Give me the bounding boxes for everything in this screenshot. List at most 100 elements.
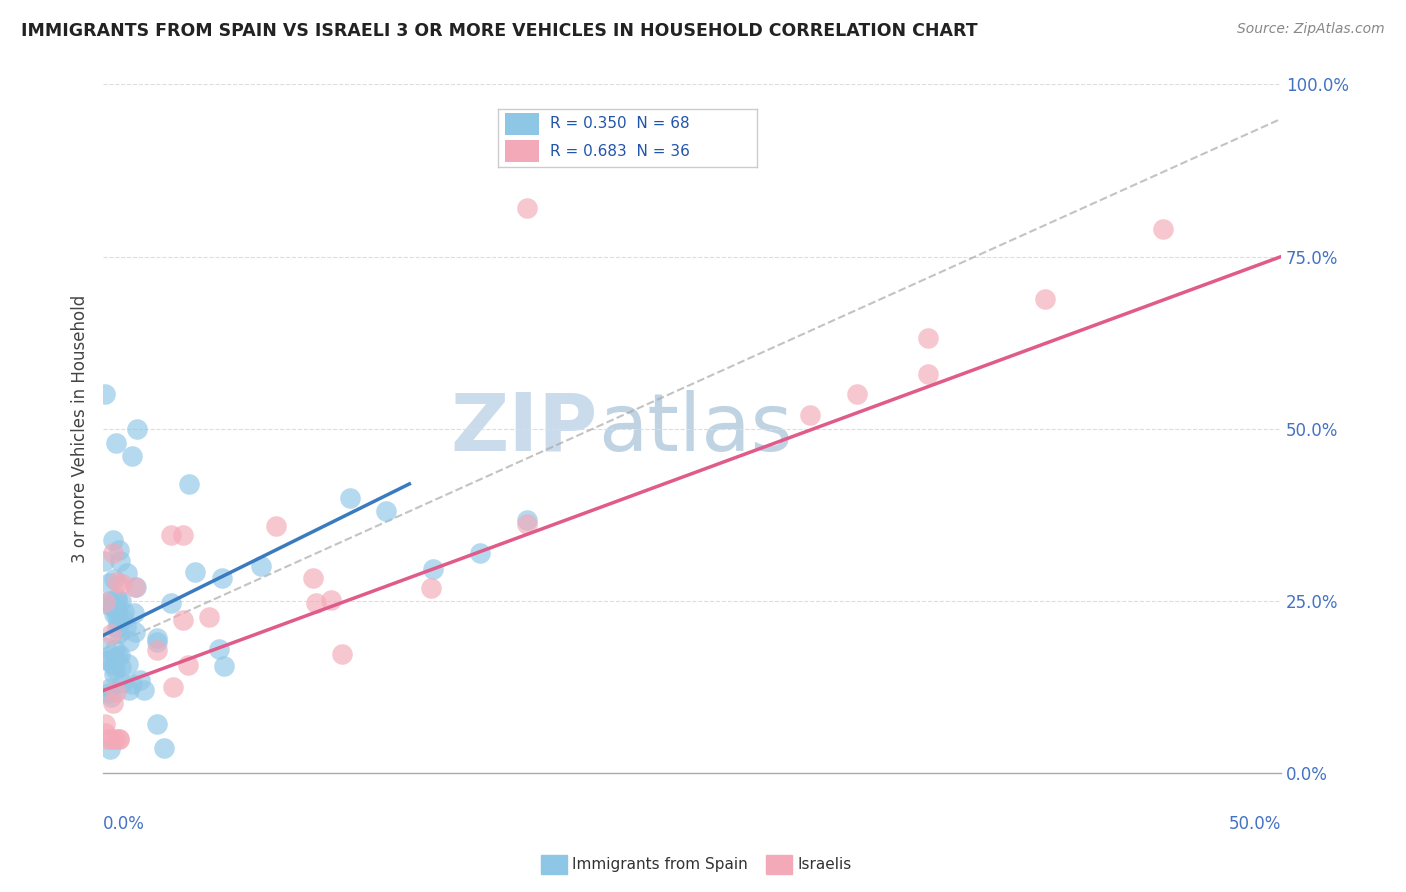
Point [420,582,443,596]
Point [516,202,538,216]
Point [94,387,117,401]
Point [105,685,128,699]
Point [107,648,129,663]
Point [172,613,194,627]
Point [103,572,125,586]
Point [468,545,491,559]
Text: Immigrants from Spain: Immigrants from Spain [572,857,748,871]
Point [104,662,127,676]
Point [105,602,128,616]
Point [98,681,121,695]
Point [422,561,444,575]
Point [108,648,131,663]
Point [100,599,122,613]
Point [1152,222,1174,236]
Point [115,620,138,634]
Point [117,657,139,671]
Text: 50.0%: 50.0% [1229,814,1281,832]
Point [105,435,128,450]
Point [162,680,184,694]
Point [121,677,143,691]
Point [172,528,194,542]
Point [122,606,145,620]
Point [97,594,120,608]
Point [124,624,146,639]
Point [103,607,125,621]
Point [108,543,131,558]
Point [93,653,115,667]
Point [264,519,287,533]
Point [177,657,200,672]
Point [112,612,135,626]
Point [330,648,353,662]
Point [104,650,127,665]
Point [212,659,235,673]
Point [198,610,221,624]
Point [100,626,122,640]
Text: 0.0%: 0.0% [103,814,145,832]
Point [101,696,124,710]
Point [96,597,118,611]
Point [160,596,183,610]
Point [104,601,127,615]
Point [100,690,122,704]
Point [105,575,128,590]
Point [146,631,169,645]
Point [179,477,201,491]
Point [799,408,821,422]
Point [152,740,174,755]
Point [97,731,120,746]
Text: Israelis: Israelis [797,857,852,871]
Point [104,731,127,746]
Point [111,676,134,690]
Point [319,593,342,607]
Point [94,640,117,655]
Point [100,731,122,746]
Text: ZIP: ZIP [450,390,598,467]
Point [100,741,122,756]
Point [111,577,134,591]
Point [339,491,361,505]
Y-axis label: 3 or more Vehicles in Household: 3 or more Vehicles in Household [72,294,89,563]
Point [101,657,124,672]
Point [104,641,127,656]
Point [121,450,143,464]
Point [107,731,129,746]
Point [108,554,131,568]
Point [110,660,132,674]
Point [94,726,117,740]
Point [93,554,115,568]
Point [118,633,141,648]
Point [112,605,135,619]
Text: Source: ZipAtlas.com: Source: ZipAtlas.com [1237,22,1385,37]
Point [110,594,132,608]
Point [516,516,538,531]
Point [211,571,233,585]
Point [104,607,127,621]
Point [1035,293,1057,307]
Point [917,330,939,344]
Point [184,565,207,579]
Point [105,594,128,608]
Point [103,533,125,547]
Point [94,717,117,731]
Point [107,731,129,746]
Point [125,581,148,595]
Point [124,580,146,594]
Point [118,683,141,698]
Point [103,666,125,681]
Point [516,513,538,527]
Point [146,642,169,657]
Point [129,673,152,688]
Point [117,566,139,580]
Point [302,571,325,585]
Point [134,683,156,698]
Point [97,686,120,700]
Point [98,576,121,591]
Text: IMMIGRANTS FROM SPAIN VS ISRAELI 3 OR MORE VEHICLES IN HOUSEHOLD CORRELATION CHA: IMMIGRANTS FROM SPAIN VS ISRAELI 3 OR MO… [21,22,977,40]
Point [105,622,128,636]
Point [305,596,328,610]
Point [94,595,117,609]
Point [145,635,167,649]
Point [208,641,231,656]
